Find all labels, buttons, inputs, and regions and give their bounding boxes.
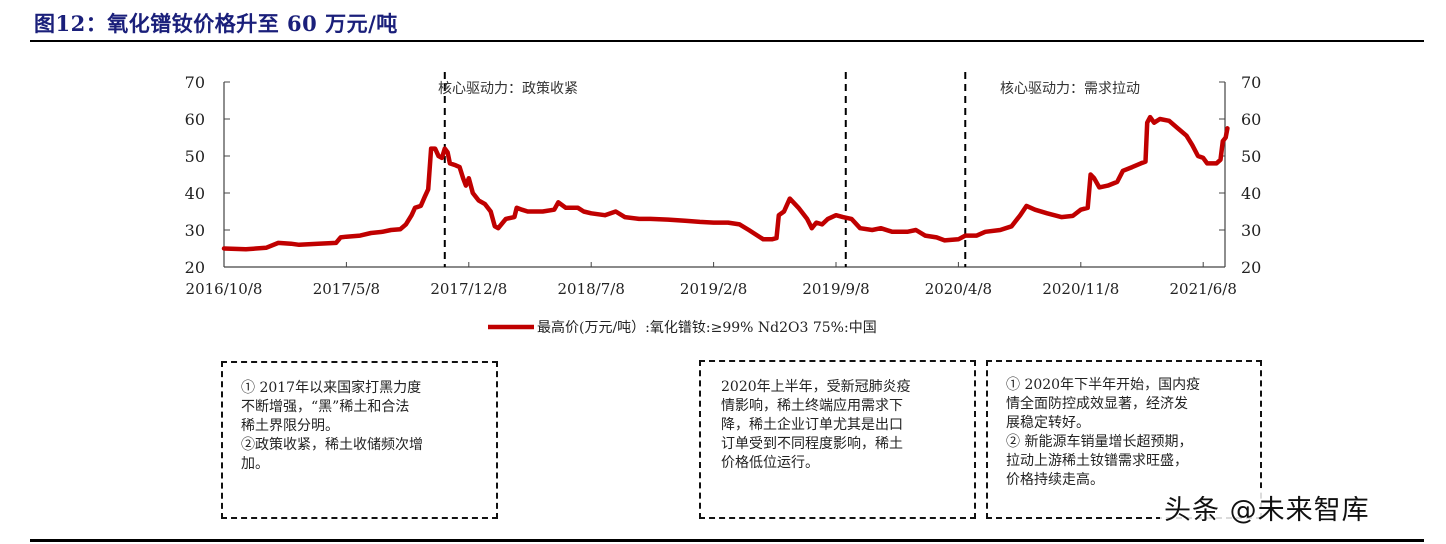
y-right-tick-label: 50 — [1241, 147, 1261, 166]
x-tick-label: 2018/7/8 — [558, 280, 625, 298]
figure-title: 图12：氧化镨钕价格升至 60 万元/吨 — [34, 11, 398, 36]
y-left-tick-label: 70 — [185, 73, 205, 92]
annotation-policy: 核心驱动力：政策收紧 — [438, 80, 578, 97]
note-line: 情影响，稀土终端应用需求下 — [721, 398, 903, 414]
y-right-tick-label: 20 — [1241, 258, 1261, 277]
note-line: 情全面防控成效显著，经济发 — [1006, 396, 1188, 412]
note-line: 价格持续走高。 — [1006, 472, 1104, 488]
y-right-tick-label: 60 — [1241, 110, 1261, 129]
y-left-tick-label: 40 — [185, 184, 205, 203]
note-line: 拉动上游稀土钕镨需求旺盛， — [1006, 453, 1188, 469]
x-tick-label: 2019/2/8 — [680, 280, 747, 298]
y-left-tick-label: 30 — [185, 221, 205, 240]
note-line: ① 2020年下半年开始，国内疫 — [1006, 377, 1201, 393]
watermark: 头条 @未来智库 — [1160, 488, 1374, 527]
y-left-tick-label: 60 — [185, 110, 205, 129]
y-left-tick-label: 50 — [185, 147, 205, 166]
x-tick-label: 2020/4/8 — [925, 280, 992, 298]
x-tick-label: 2019/9/8 — [802, 280, 869, 298]
note-box-covid: 2020年上半年，受新冠肺炎疫 情影响，稀土终端应用需求下 降，稀土企业订单尤其… — [699, 360, 976, 519]
note-box-policy: ① 2017年以来国家打黑力度 不断增强，“黑”稀土和合法 稀土界限分明。 ②政… — [221, 361, 498, 519]
note-line: 降，稀土企业订单尤其是出口 — [721, 417, 903, 433]
note-line: ②政策收紧，稀土收储频次增 — [241, 437, 423, 453]
axis-labels: 70 60 50 40 30 20 70 60 50 40 30 20 2016/10/8 2017/5/… — [185, 73, 1262, 298]
y-right-tick-label: 30 — [1241, 221, 1261, 240]
x-tick-label: 2020/11/8 — [1042, 280, 1119, 298]
bottom-divider — [30, 539, 1424, 542]
note-box-demand: ① 2020年下半年开始，国内疫 情全面防控成效显著，经济发 展稳定转好。 ② … — [986, 360, 1262, 519]
x-tick-label: 2017/12/8 — [430, 280, 507, 298]
note-line: 加。 — [241, 456, 269, 472]
x-tick-label: 2017/5/8 — [313, 280, 380, 298]
note-line: 展稳定转好。 — [1006, 415, 1090, 431]
chart-axes — [223, 81, 1226, 268]
y-right-tick-label: 40 — [1241, 184, 1261, 203]
note-line: 订单受到不同程度影响，稀土 — [721, 436, 903, 452]
y-right-tick-label: 70 — [1241, 73, 1261, 92]
x-tick-label: 2021/6/8 — [1170, 280, 1237, 298]
legend-label: 最高价(万元/吨）:氧化镨钕:≥99% Nd2O3 75%:中国 — [537, 319, 877, 336]
note-line: 2020年上半年，受新冠肺炎疫 — [721, 379, 911, 395]
y-left-tick-label: 20 — [185, 258, 205, 277]
note-line: 价格低位运行。 — [721, 455, 819, 471]
title-divider — [30, 40, 1424, 42]
note-line: ① 2017年以来国家打黑力度 — [241, 380, 422, 396]
note-line: 不断增强，“黑”稀土和合法 — [241, 399, 410, 415]
note-line: ② 新能源车销量增长超预期， — [1006, 434, 1193, 450]
annotation-demand: 核心驱动力：需求拉动 — [1000, 81, 1140, 97]
legend: 最高价(万元/吨）:氧化镨钕:≥99% Nd2O3 75%:中国 — [488, 319, 877, 336]
price-series-line — [221, 114, 1230, 252]
note-line: 稀土界限分明。 — [241, 418, 339, 434]
vertical-markers — [443, 72, 967, 267]
x-tick-label: 2016/10/8 — [186, 280, 263, 298]
